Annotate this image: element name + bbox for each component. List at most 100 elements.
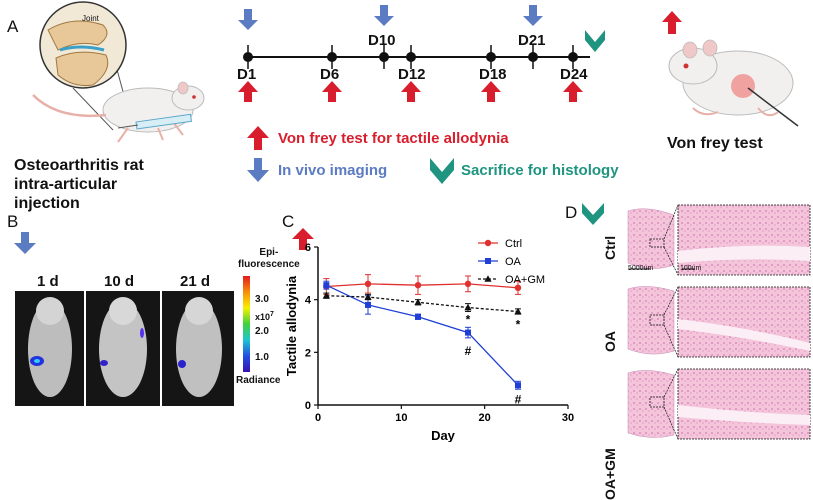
panel-b-imaging-arrow-icon: [14, 232, 36, 254]
vonfrey-arrow-d1: [238, 81, 258, 102]
imaging-arrow-d1: [238, 9, 258, 30]
legend-label-oa-gm: OA+GM: [505, 274, 545, 286]
data-point-ctrl: [464, 280, 472, 288]
panel-d-sacrifice-chevron-icon: [582, 203, 604, 225]
y-tick-label: 2: [305, 347, 311, 359]
rat-caption-line-2: intra-articular: [14, 176, 118, 193]
x-tick-label: 30: [562, 412, 574, 424]
vonfrey-arrow-d24: [563, 81, 583, 102]
sacrifice-chevron-icon: [585, 30, 605, 52]
x-tick-label: 20: [479, 412, 491, 424]
timeline-marks: [243, 45, 578, 69]
vonfrey-arrow-d6: [322, 81, 342, 102]
y-axis-label: Tactile allodynia: [285, 275, 299, 376]
legend-marker-oa: [485, 258, 491, 264]
imaging-photo-1d: [15, 291, 84, 406]
significance-annotation: #: [515, 393, 522, 407]
histology-row-label-oa-text: OA: [602, 331, 618, 352]
sacrifice-legend-chevron-icon: [430, 158, 454, 184]
timeline-day-d24: D24: [560, 66, 588, 83]
y-tick-label: 0: [305, 400, 311, 412]
imaging-label-1d: 1 d: [37, 273, 59, 290]
histology-row-label-ctrl-text: Ctrl: [602, 235, 618, 260]
legend-sacrifice-label: Sacrifice for histology: [461, 162, 619, 179]
histology-row-label-oagm-text: OA+GM: [602, 448, 618, 500]
data-point-ctrl: [514, 284, 522, 292]
data-point-oa: [515, 382, 521, 389]
vonfrey-arrow-d12: [401, 81, 421, 102]
panel-a-letter: A: [7, 17, 19, 36]
x-axis-label: Day: [431, 428, 456, 442]
rat-caption-line-3: injection: [14, 195, 80, 212]
scale-footer: Radiance: [236, 375, 281, 386]
von-frey-caption: Von frey test: [667, 135, 763, 152]
imaging-photo-10d: [86, 291, 160, 406]
legend-vonfrey-label: Von frey test for tactile allodynia: [278, 130, 509, 147]
scale-bar-100um: 100um: [680, 265, 702, 272]
rat-caption: Osteoarthritis rat intra-articular injec…: [14, 156, 144, 213]
joint-label: Joint: [82, 14, 99, 23]
data-point-oa: [323, 282, 330, 289]
histology-oagm: [627, 368, 811, 440]
von-frey-red-arrow-icon: [662, 11, 682, 34]
timeline-day-d18: D18: [479, 66, 507, 83]
legend-marker-ctrl: [484, 239, 492, 247]
data-point-oa-gm: [514, 307, 522, 315]
von-frey-test-illustration: [662, 11, 799, 127]
histology-ctrl: [626, 203, 811, 276]
histology-images: [626, 203, 811, 440]
data-point-oa-gm: [322, 291, 330, 299]
imaging-arrow-d21: [523, 5, 543, 26]
scale-tick-2: 2.0: [255, 326, 269, 337]
radiance-color-bar: [243, 276, 250, 372]
vonfrey-legend-arrow-icon: [247, 126, 269, 150]
data-point-ctrl: [414, 281, 422, 289]
imaging-legend-arrow-icon: [247, 158, 269, 182]
scale-tick-3: 3.0: [255, 294, 269, 305]
significance-annotation: *: [516, 318, 521, 332]
panel-c-vonfrey-arrow-icon: [292, 228, 314, 250]
data-point-oa: [465, 329, 471, 336]
legend-imaging-label: In vivo imaging: [278, 162, 388, 179]
scale-multiplier: x107: [255, 311, 274, 322]
series-line-oa: [326, 284, 519, 386]
significance-annotation: *: [466, 312, 471, 326]
panel-c-letter: C: [282, 212, 295, 231]
timeline-day-d10: D10: [368, 32, 396, 49]
vonfrey-arrow-d18: [481, 81, 501, 102]
timeline-day-d6: D6: [320, 66, 340, 83]
data-point-oa-gm: [364, 293, 372, 300]
scale-bar-5000um: 5000um: [628, 265, 654, 272]
timeline-day-d12: D12: [398, 66, 426, 83]
data-point-oa: [365, 301, 371, 308]
data-point-oa-gm: [464, 303, 472, 311]
panel-b-letter: B: [7, 212, 19, 231]
legend-marker-oa-gm: [484, 275, 492, 282]
tactile-allodynia-chart: 0 2 4 6 0 10 20 30 Day Tactile allodynia Ctrl OA OA+…: [285, 238, 574, 442]
significance-annotation: #: [465, 344, 472, 358]
scale-title-line-2: fluorescence: [238, 259, 300, 270]
scale-multiplier-exponent: 7: [270, 311, 274, 318]
timeline-day-d21: D21: [518, 32, 546, 49]
x-tick-label: 0: [315, 412, 321, 424]
series-line-ctrl: [326, 283, 519, 289]
timeline-day-d1: D1: [237, 66, 257, 83]
x-tick-label: 10: [395, 412, 407, 424]
scale-multiplier-base: x10: [255, 312, 271, 322]
series-line-oa-gm: [326, 295, 519, 313]
imaging-arrow-d10: [374, 5, 394, 26]
scale-title: Epi- fluorescence: [238, 247, 300, 271]
rat-caption-line-1: Osteoarthritis rat: [14, 157, 144, 174]
legend-label-ctrl: Ctrl: [505, 238, 522, 250]
imaging-label-10d: 10 d: [104, 273, 135, 290]
imaging-photo-21d: [162, 291, 234, 406]
histology-oa: [627, 286, 811, 358]
imaging-label-21d: 21 d: [180, 273, 211, 290]
y-tick-label: 6: [305, 242, 311, 254]
data-point-oa-gm: [414, 298, 422, 306]
data-point-ctrl: [364, 280, 372, 288]
legend-label-oa: OA: [505, 256, 522, 268]
panel-d-letter: D: [565, 203, 578, 222]
scale-tick-1: 1.0: [255, 352, 269, 363]
osteoarthritis-rat-illustration: [32, 1, 205, 143]
